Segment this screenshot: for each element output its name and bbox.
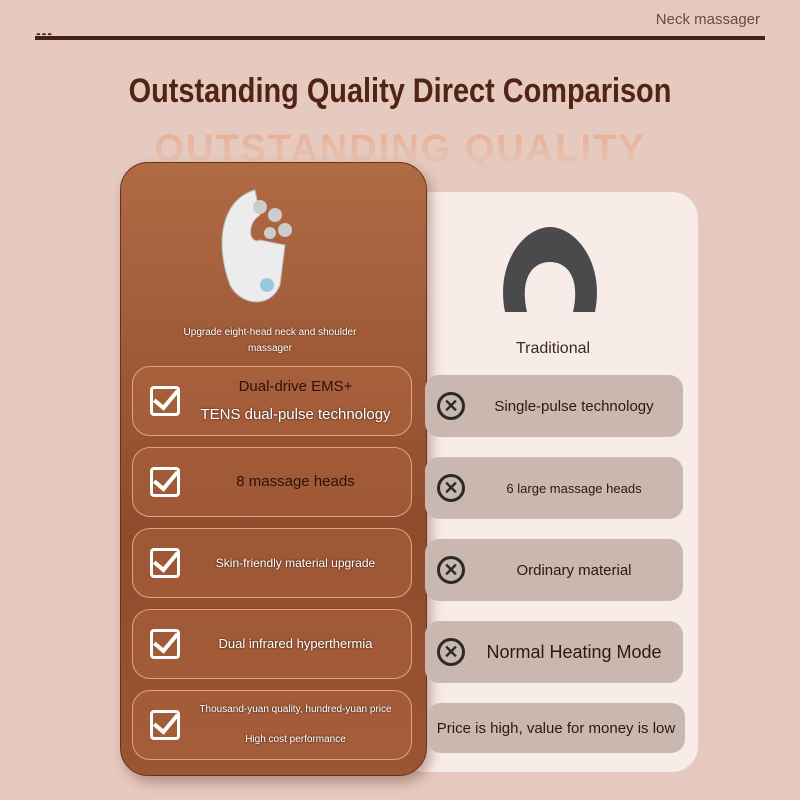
traditional-text: Single-pulse technology xyxy=(494,397,654,415)
traditional-row-1: ✕ Single-pulse technology xyxy=(425,375,683,437)
feature-subtext: TENS dual-pulse technology xyxy=(200,406,391,423)
feature-text: Dual-drive EMS+ xyxy=(238,378,353,395)
feature-text: Thousand-yuan quality, hundred-yuan pric… xyxy=(199,704,392,715)
traditional-text: Ordinary material xyxy=(516,561,632,579)
feature-row-3: Skin-friendly material upgrade xyxy=(132,528,412,598)
feature-subtext: High cost performance xyxy=(245,734,346,745)
header-divider xyxy=(35,36,765,40)
x-circle-icon: ✕ xyxy=(437,638,465,666)
traditional-massager-image xyxy=(503,227,597,312)
traditional-caption: Traditional xyxy=(515,340,591,357)
x-circle-icon: ✕ xyxy=(437,392,465,420)
traditional-text: Price is high, value for money is low xyxy=(436,719,676,737)
feature-text: 8 massage heads xyxy=(236,473,355,490)
check-icon xyxy=(150,629,180,659)
check-icon xyxy=(150,386,180,416)
traditional-text: 6 large massage heads xyxy=(506,480,642,496)
x-circle-icon: ✕ xyxy=(437,474,465,502)
check-icon xyxy=(150,710,180,740)
product-image xyxy=(221,189,292,303)
page-title: Outstanding Quality Direct Comparison xyxy=(128,72,672,110)
feature-text: Dual infrared hyperthermia xyxy=(218,636,373,651)
check-icon xyxy=(150,548,180,578)
check-icon xyxy=(150,467,180,497)
feature-text: Skin-friendly material upgrade xyxy=(215,556,376,570)
brand-label: Neck massager xyxy=(655,11,760,28)
product-caption: Upgrade eight-head neck and shoulder mas… xyxy=(183,327,357,354)
traditional-text: Normal Heating Mode xyxy=(486,641,662,662)
traditional-row-2: ✕ 6 large massage heads xyxy=(425,457,683,519)
feature-row-4: Dual infrared hyperthermia xyxy=(132,609,412,679)
feature-row-5: Thousand-yuan quality, hundred-yuan pric… xyxy=(132,690,412,760)
feature-row-1: Dual-drive EMS+ TENS dual-pulse technolog… xyxy=(132,366,412,436)
traditional-row-3: ✕ Ordinary material xyxy=(425,539,683,601)
traditional-row-4: ✕ Normal Heating Mode xyxy=(425,621,683,683)
traditional-row-5: Price is high, value for money is low xyxy=(427,703,685,753)
x-circle-icon: ✕ xyxy=(437,556,465,584)
feature-row-2: 8 massage heads xyxy=(132,447,412,517)
